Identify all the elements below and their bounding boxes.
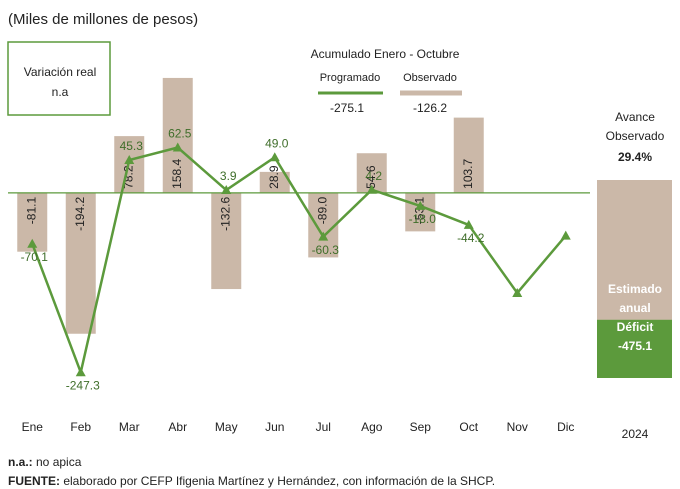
bar <box>65 192 96 334</box>
line-marker <box>75 367 86 377</box>
side-estimate-text: anual <box>619 301 650 315</box>
line-marker <box>463 219 474 229</box>
line-marker <box>221 185 232 195</box>
bar-value-label: -89.0 <box>315 197 329 225</box>
chart-subtitle: (Miles de millones de pesos) <box>8 11 198 28</box>
side-estimate-value: -475.1 <box>618 339 652 353</box>
line-value-label: 49.0 <box>265 136 289 150</box>
bar <box>259 171 290 193</box>
footnote-text: no apica <box>33 455 82 469</box>
x-tick-label: Sep <box>410 420 432 434</box>
line-value-label: -70.1 <box>21 250 49 264</box>
line-marker <box>415 200 426 210</box>
line-value-label: -44.2 <box>457 231 485 245</box>
bar-value-label: 54.6 <box>364 165 378 189</box>
x-tick-label: Ene <box>22 420 44 434</box>
bar <box>211 192 242 290</box>
line-value-label: -60.3 <box>312 243 340 257</box>
line-value-label: 3.9 <box>220 169 237 183</box>
line-marker <box>512 287 523 297</box>
line-marker <box>318 231 329 241</box>
side-title: Avance <box>615 110 655 124</box>
note-text: n.a <box>52 85 69 99</box>
footnote: n.a.: no apica <box>8 455 82 469</box>
x-tick-label: Jul <box>316 420 331 434</box>
x-tick-label: Feb <box>70 420 91 434</box>
bar <box>308 192 339 258</box>
bar-value-label: 158.4 <box>170 158 184 188</box>
x-tick-label: May <box>215 420 238 434</box>
legend-label: Programado <box>320 72 381 84</box>
x-tick-label: Nov <box>507 420 528 434</box>
x-tick-label: Jun <box>265 420 284 434</box>
bar-value-label: 28.9 <box>267 165 281 189</box>
note-text: Variación real <box>24 65 96 79</box>
line-marker <box>269 152 280 162</box>
bar-value-label: 103.7 <box>461 158 475 188</box>
side-bar-observed <box>597 319 672 378</box>
footnote-text: elaborado por CEFP Ifigenia Martínez y H… <box>60 474 495 488</box>
legend-label: Observado <box>403 72 457 84</box>
accumulated-title: Acumulado Enero - Octubre <box>311 47 460 61</box>
x-tick-label: Ago <box>361 420 383 434</box>
bar-value-label: -132.6 <box>218 197 232 231</box>
x-tick-label: Mar <box>119 420 140 434</box>
line-value-label: -247.3 <box>66 378 100 392</box>
bar-value-label: -194.2 <box>73 197 87 231</box>
x-tick-label: Abr <box>168 420 187 434</box>
line-marker <box>172 142 183 152</box>
footnote-key: FUENTE: <box>8 474 60 488</box>
line <box>31 146 567 377</box>
side-estimate-text: Déficit <box>617 320 654 334</box>
footnote-key: n.a.: <box>8 455 33 469</box>
side-estimate-text: Estimado <box>608 282 662 296</box>
x-tick-label: Dic <box>557 420 574 434</box>
line-value-label: -18.0 <box>409 212 437 226</box>
total-label: -126.2 <box>413 101 447 115</box>
line-marker <box>560 230 571 240</box>
side-year: 2024 <box>622 427 649 441</box>
bar-value-label: -81.1 <box>24 197 38 225</box>
x-tick-label: Oct <box>459 420 478 434</box>
side-percent: 29.4% <box>618 150 652 164</box>
line-marker <box>27 238 38 248</box>
line-value-label: 62.5 <box>168 127 192 141</box>
note-box <box>7 41 111 116</box>
footnote: FUENTE: elaborado por CEFP Ifigenia Mart… <box>8 474 495 488</box>
line-value-label: 4.2 <box>365 169 382 183</box>
bar <box>453 117 484 193</box>
line-value-label: 45.3 <box>120 139 144 153</box>
line-marker <box>366 184 377 194</box>
total-label: -275.1 <box>330 101 364 115</box>
line-marker <box>124 154 135 164</box>
side-title: Observado <box>606 129 665 143</box>
bar <box>405 192 436 232</box>
bar <box>162 77 193 193</box>
